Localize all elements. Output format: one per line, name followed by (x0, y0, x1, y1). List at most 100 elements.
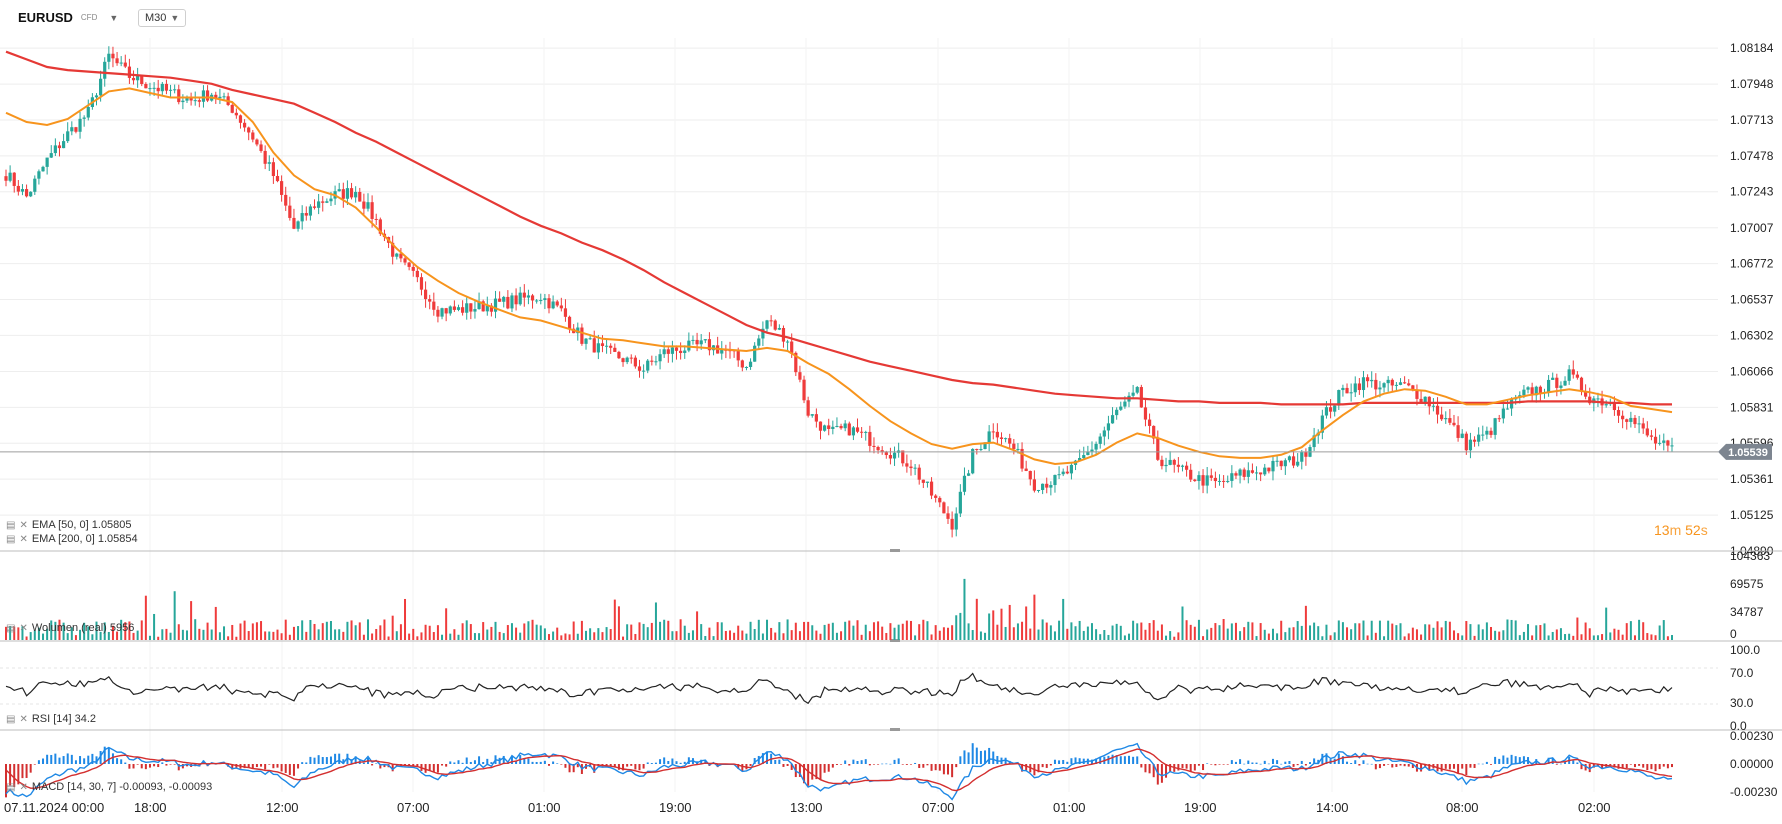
volume-bar (803, 621, 806, 640)
settings-icon[interactable]: ▤ (6, 519, 16, 531)
macd-hist-bar (1481, 763, 1484, 765)
close-icon[interactable]: ✕ (19, 533, 28, 545)
candle (802, 375, 806, 404)
volume-bar (1572, 635, 1575, 640)
candle (222, 92, 226, 100)
pane-resize-handle[interactable] (890, 549, 900, 552)
volume-bar (1251, 622, 1254, 640)
volume-bar (951, 625, 954, 640)
macd-hist-bar (819, 764, 822, 780)
candle (1666, 439, 1670, 452)
macd-hist-bar (860, 760, 863, 764)
settings-icon[interactable]: ▤ (6, 781, 16, 793)
macd-hist-bar (527, 758, 530, 764)
macd-hist-bar (268, 764, 271, 765)
volume-bar (885, 632, 888, 640)
legend-volume[interactable]: ▤ ✕ Wolumen (real) 5956 (6, 622, 134, 634)
volume-bar (1559, 628, 1562, 640)
macd-hist-bar (87, 755, 90, 764)
volume-bar (128, 621, 131, 640)
legend-ema50[interactable]: ▤ ✕ EMA [50, 0] 1.05805 (6, 519, 132, 531)
macd-hist-bar (1522, 756, 1525, 764)
volume-bar (1148, 623, 1151, 640)
volume-bar (531, 619, 534, 640)
volume-bar (223, 626, 226, 640)
candle (448, 305, 452, 316)
time-tick-label: 01:00 (528, 800, 561, 815)
macd-hist-bar (1477, 763, 1480, 765)
legend-rsi[interactable]: ▤ ✕ RSI [14] 34.2 (6, 713, 96, 725)
time-axis-labels: 07.11.2024 00:00 18:00 12:00 07:00 01:00 19:0… (4, 800, 1611, 815)
candle (1394, 382, 1398, 391)
volume-bar (338, 629, 341, 640)
volume-bar (1539, 625, 1542, 640)
candle (1036, 489, 1041, 493)
macd-hist-bar (663, 757, 666, 764)
candle (851, 425, 855, 441)
pane-resize-handle[interactable] (890, 728, 900, 731)
volume-bar (1004, 626, 1007, 640)
candle (1271, 456, 1275, 481)
volume-bar (1633, 635, 1636, 640)
settings-icon[interactable]: ▤ (6, 713, 16, 725)
legend-macd[interactable]: ▤ ✕ MACD [14, 30, 7] -0.00093, -0.00093 (6, 781, 212, 793)
candle (609, 343, 613, 354)
volume-bar (597, 628, 600, 640)
close-icon[interactable]: ✕ (19, 713, 28, 725)
macd-hist-bar (1650, 764, 1653, 770)
candle (860, 427, 864, 438)
volume-bar (1629, 621, 1632, 640)
macd-hist-bar (46, 754, 49, 764)
candle (4, 169, 8, 187)
candle (1563, 376, 1567, 386)
volume-bar (1531, 635, 1534, 640)
volume-bar (646, 627, 649, 640)
candle (1004, 437, 1008, 443)
volume-bar (996, 624, 999, 640)
macd-hist-bar (1045, 764, 1048, 768)
volume-bar (930, 634, 933, 640)
volume-bar (1082, 630, 1085, 640)
candle (1341, 384, 1345, 397)
volume-bar (165, 628, 168, 640)
symbol-header[interactable]: EURUSD CFD ▼ (18, 10, 118, 25)
close-icon[interactable]: ✕ (19, 519, 28, 531)
volume-bar (247, 631, 250, 640)
candle (177, 84, 181, 105)
current-price-tag: 1.05539 (1718, 443, 1772, 460)
macd-hist-bar (1185, 764, 1188, 769)
candle (666, 346, 670, 363)
macd-hist-bar (539, 761, 542, 764)
close-icon[interactable]: ✕ (19, 622, 28, 634)
macd-hist-bar (1214, 764, 1217, 766)
volume-bar (1514, 620, 1517, 640)
timeframe-select[interactable]: M30 ▼ (138, 9, 187, 27)
macd-hist-bar (42, 758, 45, 764)
candle (1283, 458, 1287, 475)
settings-icon[interactable]: ▤ (6, 622, 16, 634)
volume-bar (1424, 624, 1427, 640)
time-tick-label: 13:00 (790, 800, 823, 815)
macd-hist-bar (260, 764, 263, 767)
macd-hist-bar (1325, 753, 1328, 764)
macd-hist-bar (1148, 764, 1151, 774)
candle (872, 437, 876, 454)
candle (49, 145, 53, 159)
volume-bar (1230, 623, 1233, 640)
candle (1530, 382, 1534, 403)
candle (1041, 483, 1045, 495)
candle (526, 289, 531, 305)
macd-hist-bar (852, 759, 855, 764)
macd-hist-bar (354, 756, 357, 764)
settings-icon[interactable]: ▤ (6, 533, 16, 545)
pane-resize-handle[interactable] (890, 639, 900, 642)
close-icon[interactable]: ✕ (19, 781, 28, 793)
candle (1287, 455, 1292, 463)
volume-bar (1625, 623, 1628, 640)
chevron-down-icon[interactable]: ▼ (109, 12, 119, 23)
volume-bar (1045, 622, 1048, 640)
ema200-line (5, 50, 1672, 406)
legend-ema200[interactable]: ▤ ✕ EMA [200, 0] 1.05854 (6, 533, 138, 545)
macd-hist-bar (284, 764, 287, 773)
